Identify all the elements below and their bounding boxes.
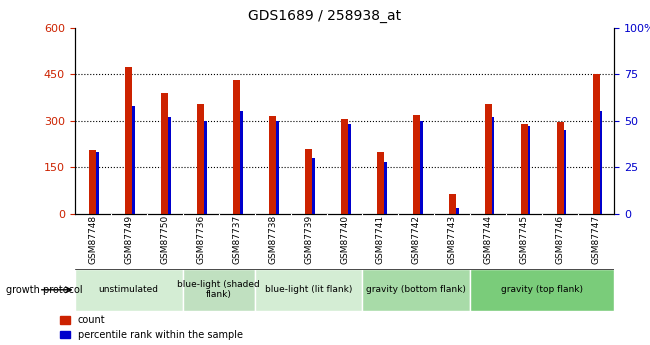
Text: GSM87739: GSM87739 xyxy=(304,215,313,264)
Text: GSM87738: GSM87738 xyxy=(268,215,277,264)
Bar xyxy=(521,124,528,214)
Bar xyxy=(348,125,350,214)
Text: GSM87742: GSM87742 xyxy=(412,215,421,264)
Bar xyxy=(491,117,495,214)
Bar xyxy=(168,117,171,214)
Text: GSM87747: GSM87747 xyxy=(592,215,601,264)
Text: blue-light (lit flank): blue-light (lit flank) xyxy=(265,285,352,294)
Text: GSM87737: GSM87737 xyxy=(232,215,241,264)
Bar xyxy=(528,126,530,214)
Bar xyxy=(593,74,599,214)
Bar xyxy=(204,121,207,214)
Text: GSM87749: GSM87749 xyxy=(124,215,133,264)
Bar xyxy=(557,122,564,214)
Bar xyxy=(125,67,132,214)
Bar xyxy=(564,130,566,214)
Text: GSM87744: GSM87744 xyxy=(484,215,493,264)
Text: GSM87743: GSM87743 xyxy=(448,215,457,264)
Bar xyxy=(363,269,471,310)
Bar xyxy=(341,119,348,214)
Text: gravity (bottom flank): gravity (bottom flank) xyxy=(367,285,466,294)
Text: gravity (top flank): gravity (top flank) xyxy=(501,285,583,294)
Text: GSM87741: GSM87741 xyxy=(376,215,385,264)
Text: GDS1689 / 258938_at: GDS1689 / 258938_at xyxy=(248,9,402,23)
Bar xyxy=(90,150,96,214)
Bar xyxy=(456,208,458,214)
Bar xyxy=(198,104,204,214)
Text: GSM87746: GSM87746 xyxy=(556,215,565,264)
Bar xyxy=(240,111,242,214)
Text: GSM87748: GSM87748 xyxy=(88,215,98,264)
Bar xyxy=(161,93,168,214)
Bar xyxy=(384,162,387,214)
Bar xyxy=(75,269,183,310)
Text: GSM87745: GSM87745 xyxy=(520,215,529,264)
Text: GSM87736: GSM87736 xyxy=(196,215,205,264)
Bar xyxy=(255,269,363,310)
Bar xyxy=(276,121,279,214)
Text: unstimulated: unstimulated xyxy=(99,285,159,294)
Bar xyxy=(471,269,614,310)
Bar xyxy=(269,116,276,214)
Text: growth protocol: growth protocol xyxy=(6,285,83,295)
Bar xyxy=(132,106,135,214)
Text: blue-light (shaded
flank): blue-light (shaded flank) xyxy=(177,280,260,299)
Bar xyxy=(306,149,312,214)
Text: GSM87740: GSM87740 xyxy=(340,215,349,264)
Text: GSM87750: GSM87750 xyxy=(160,215,169,264)
Bar xyxy=(449,194,456,214)
Bar xyxy=(413,115,420,214)
Bar xyxy=(312,158,315,214)
Bar xyxy=(377,152,384,214)
Bar xyxy=(183,269,255,310)
Bar xyxy=(420,121,423,214)
Bar xyxy=(599,111,603,214)
Bar xyxy=(485,104,491,214)
Legend: count, percentile rank within the sample: count, percentile rank within the sample xyxy=(60,315,242,340)
Bar xyxy=(96,152,99,214)
Bar xyxy=(233,80,240,214)
